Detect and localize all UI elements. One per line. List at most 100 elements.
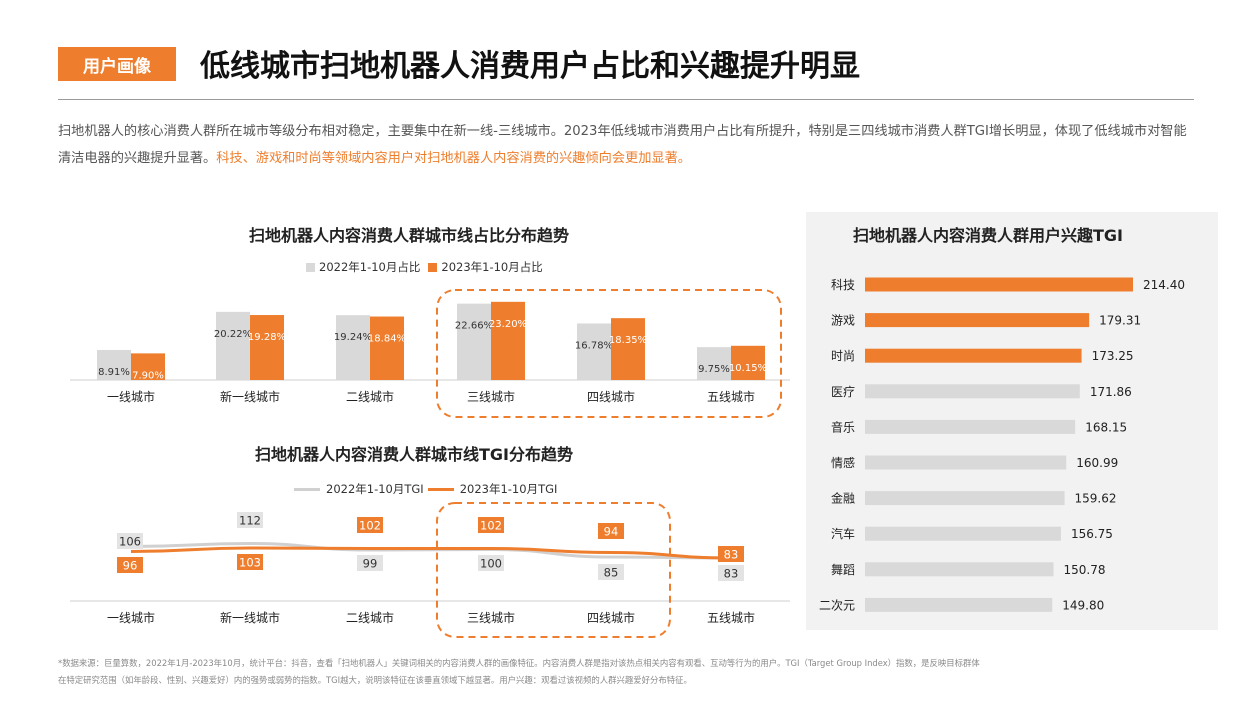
share-bar-2023	[611, 318, 645, 380]
tgi-2022-label: 83	[724, 567, 739, 581]
interest-category-label: 二次元	[819, 598, 855, 612]
share-bar-2022	[336, 315, 370, 380]
interest-bar	[865, 313, 1090, 328]
section-badge: 用户画像	[58, 47, 176, 81]
tgi-2023-label-box	[718, 546, 744, 562]
legend-line-label-2023: 2023年1-10月TGI	[459, 482, 558, 496]
legend-line-2023	[427, 487, 454, 491]
interest-chart-title: 扫地机器人内容消费人群用户兴趣TGI	[853, 226, 1124, 245]
share-bar-2022	[216, 311, 250, 380]
interest-bar	[865, 348, 1082, 363]
share-bar-2023	[370, 316, 404, 380]
tgi-2022-label: 99	[363, 557, 378, 571]
share-bar-2023	[131, 353, 165, 380]
share-bar-label: 7.90%	[132, 370, 164, 381]
share-x-tick: 四线城市	[587, 389, 635, 404]
tgi-2022-label: 112	[239, 514, 261, 528]
interest-category-label: 情感	[831, 455, 855, 470]
share-bar-2022	[97, 349, 131, 380]
footnote-line-2: 在特定研究范围（如年龄段、性别、兴趣爱好）内的强势或弱势的指数。TGI越大，说明…	[58, 675, 692, 685]
interest-value-label: 156.75	[1071, 527, 1113, 541]
interest-bar	[865, 384, 1080, 399]
tgi-2023-label: 83	[724, 548, 739, 562]
share-bar-2023	[250, 315, 284, 380]
legend-swatch-2022	[306, 262, 315, 272]
share-chart-title: 扫地机器人内容消费人群城市线占比分布趋势	[249, 226, 570, 245]
interest-category-label: 音乐	[831, 419, 855, 434]
share-bar-label: 19.28%	[248, 332, 286, 343]
interest-bar	[865, 491, 1065, 506]
interest-bar	[865, 562, 1054, 577]
intro-paragraph: 扫地机器人的核心消费人群所在城市等级分布相对稳定，主要集中在新一线-三线城市。2…	[58, 118, 1194, 172]
tgi-line-2023	[130, 546, 732, 560]
interest-value-label: 159.62	[1075, 492, 1117, 506]
interest-bar	[865, 597, 1053, 612]
share-x-tick: 二线城市	[346, 389, 394, 404]
interest-value-label: 214.40	[1143, 278, 1185, 292]
page-title: 低线城市扫地机器人消费用户占比和兴趣提升明显	[200, 49, 860, 84]
interest-bar	[865, 455, 1067, 470]
tgi-2023-label: 103	[239, 556, 261, 570]
share-bar-label: 20.22%	[214, 329, 252, 340]
tgi-2023-label-box	[598, 523, 624, 539]
share-bar-label: 23.20%	[489, 319, 527, 330]
legend-line-label-2022: 2022年1-10月TGI	[326, 482, 424, 496]
tgi-2022-label-box	[357, 555, 383, 571]
interest-category-label: 汽车	[831, 526, 855, 541]
tgi-x-tick: 一线城市	[107, 610, 155, 625]
tgi-x-tick: 三线城市	[467, 610, 515, 625]
tgi-2022-label: 85	[604, 566, 619, 580]
share-x-tick: 五线城市	[707, 389, 755, 404]
share-bar-label: 22.66%	[455, 321, 493, 332]
share-bar-2022	[577, 323, 611, 380]
share-bar-2023	[491, 301, 525, 380]
tgi-2023-label-box	[237, 554, 263, 570]
share-bar-label: 19.24%	[334, 332, 372, 343]
tgi-2022-label-box	[718, 565, 744, 581]
share-bar-label: 16.78%	[575, 340, 613, 351]
tgi-2023-label: 102	[359, 519, 381, 533]
tgi-2023-label: 96	[123, 559, 138, 573]
interest-category-label: 金融	[831, 491, 855, 506]
share-bar-2023	[731, 345, 765, 380]
tgi-x-tick: 五线城市	[707, 610, 755, 625]
interest-category-label: 科技	[831, 278, 855, 292]
tgi-line-chart-legend: 2022年1-10月TGI 2023年1-10月TGI	[294, 481, 557, 497]
tgi-highlight-box	[436, 502, 671, 638]
interest-value-label: 168.15	[1085, 420, 1127, 434]
tgi-2023-label-box	[478, 517, 504, 533]
intro-text: 扫地机器人的核心消费人群所在城市等级分布相对稳定，主要集中在新一线-三线城市。2…	[58, 124, 1187, 166]
interest-bar	[865, 277, 1133, 292]
share-x-tick: 一线城市	[107, 389, 155, 404]
tgi-line-chart-title: 扫地机器人内容消费人群城市线TGI分布趋势	[255, 445, 574, 464]
interest-value-label: 173.25	[1092, 349, 1134, 363]
interest-bar	[865, 419, 1076, 434]
legend-line-2022	[294, 487, 320, 491]
interest-category-label: 医疗	[831, 385, 855, 399]
share-bar-label: 9.75%	[698, 364, 730, 375]
tgi-2022-label: 100	[480, 557, 502, 571]
tgi-2022-label: 106	[119, 535, 141, 549]
tgi-2022-label-box	[117, 533, 143, 549]
tgi-2023-label-box	[117, 557, 143, 573]
legend-label-2022: 2022年1-10月占比	[319, 260, 421, 274]
share-bar-label: 10.15%	[729, 363, 767, 374]
tgi-2022-label-box	[478, 555, 504, 571]
footnote-line-1: *数据来源：巨量算数，2022年1月-2023年10月，统计平台：抖音，查看「扫…	[58, 658, 980, 668]
share-x-tick: 新一线城市	[220, 389, 280, 404]
share-bar-label: 8.91%	[98, 367, 130, 378]
intro-highlight-text: 科技、游戏和时尚等领域内容用户对扫地机器人内容消费的兴趣倾向会更加显著。	[216, 151, 691, 166]
share-bar-label: 18.35%	[609, 335, 647, 346]
interest-value-label: 171.86	[1090, 385, 1132, 399]
tgi-x-tick: 新一线城市	[220, 610, 280, 625]
tgi-2022-label-box	[598, 564, 624, 580]
share-bar-label: 18.84%	[368, 334, 406, 345]
tgi-2023-label-box	[357, 517, 383, 533]
title-divider	[58, 99, 1194, 100]
tgi-2022-label-box	[237, 512, 263, 528]
interest-category-label: 时尚	[831, 349, 855, 363]
interest-category-label: 舞蹈	[831, 563, 855, 577]
share-chart-legend: 2022年1-10月占比 2023年1-10月占比	[306, 259, 543, 275]
